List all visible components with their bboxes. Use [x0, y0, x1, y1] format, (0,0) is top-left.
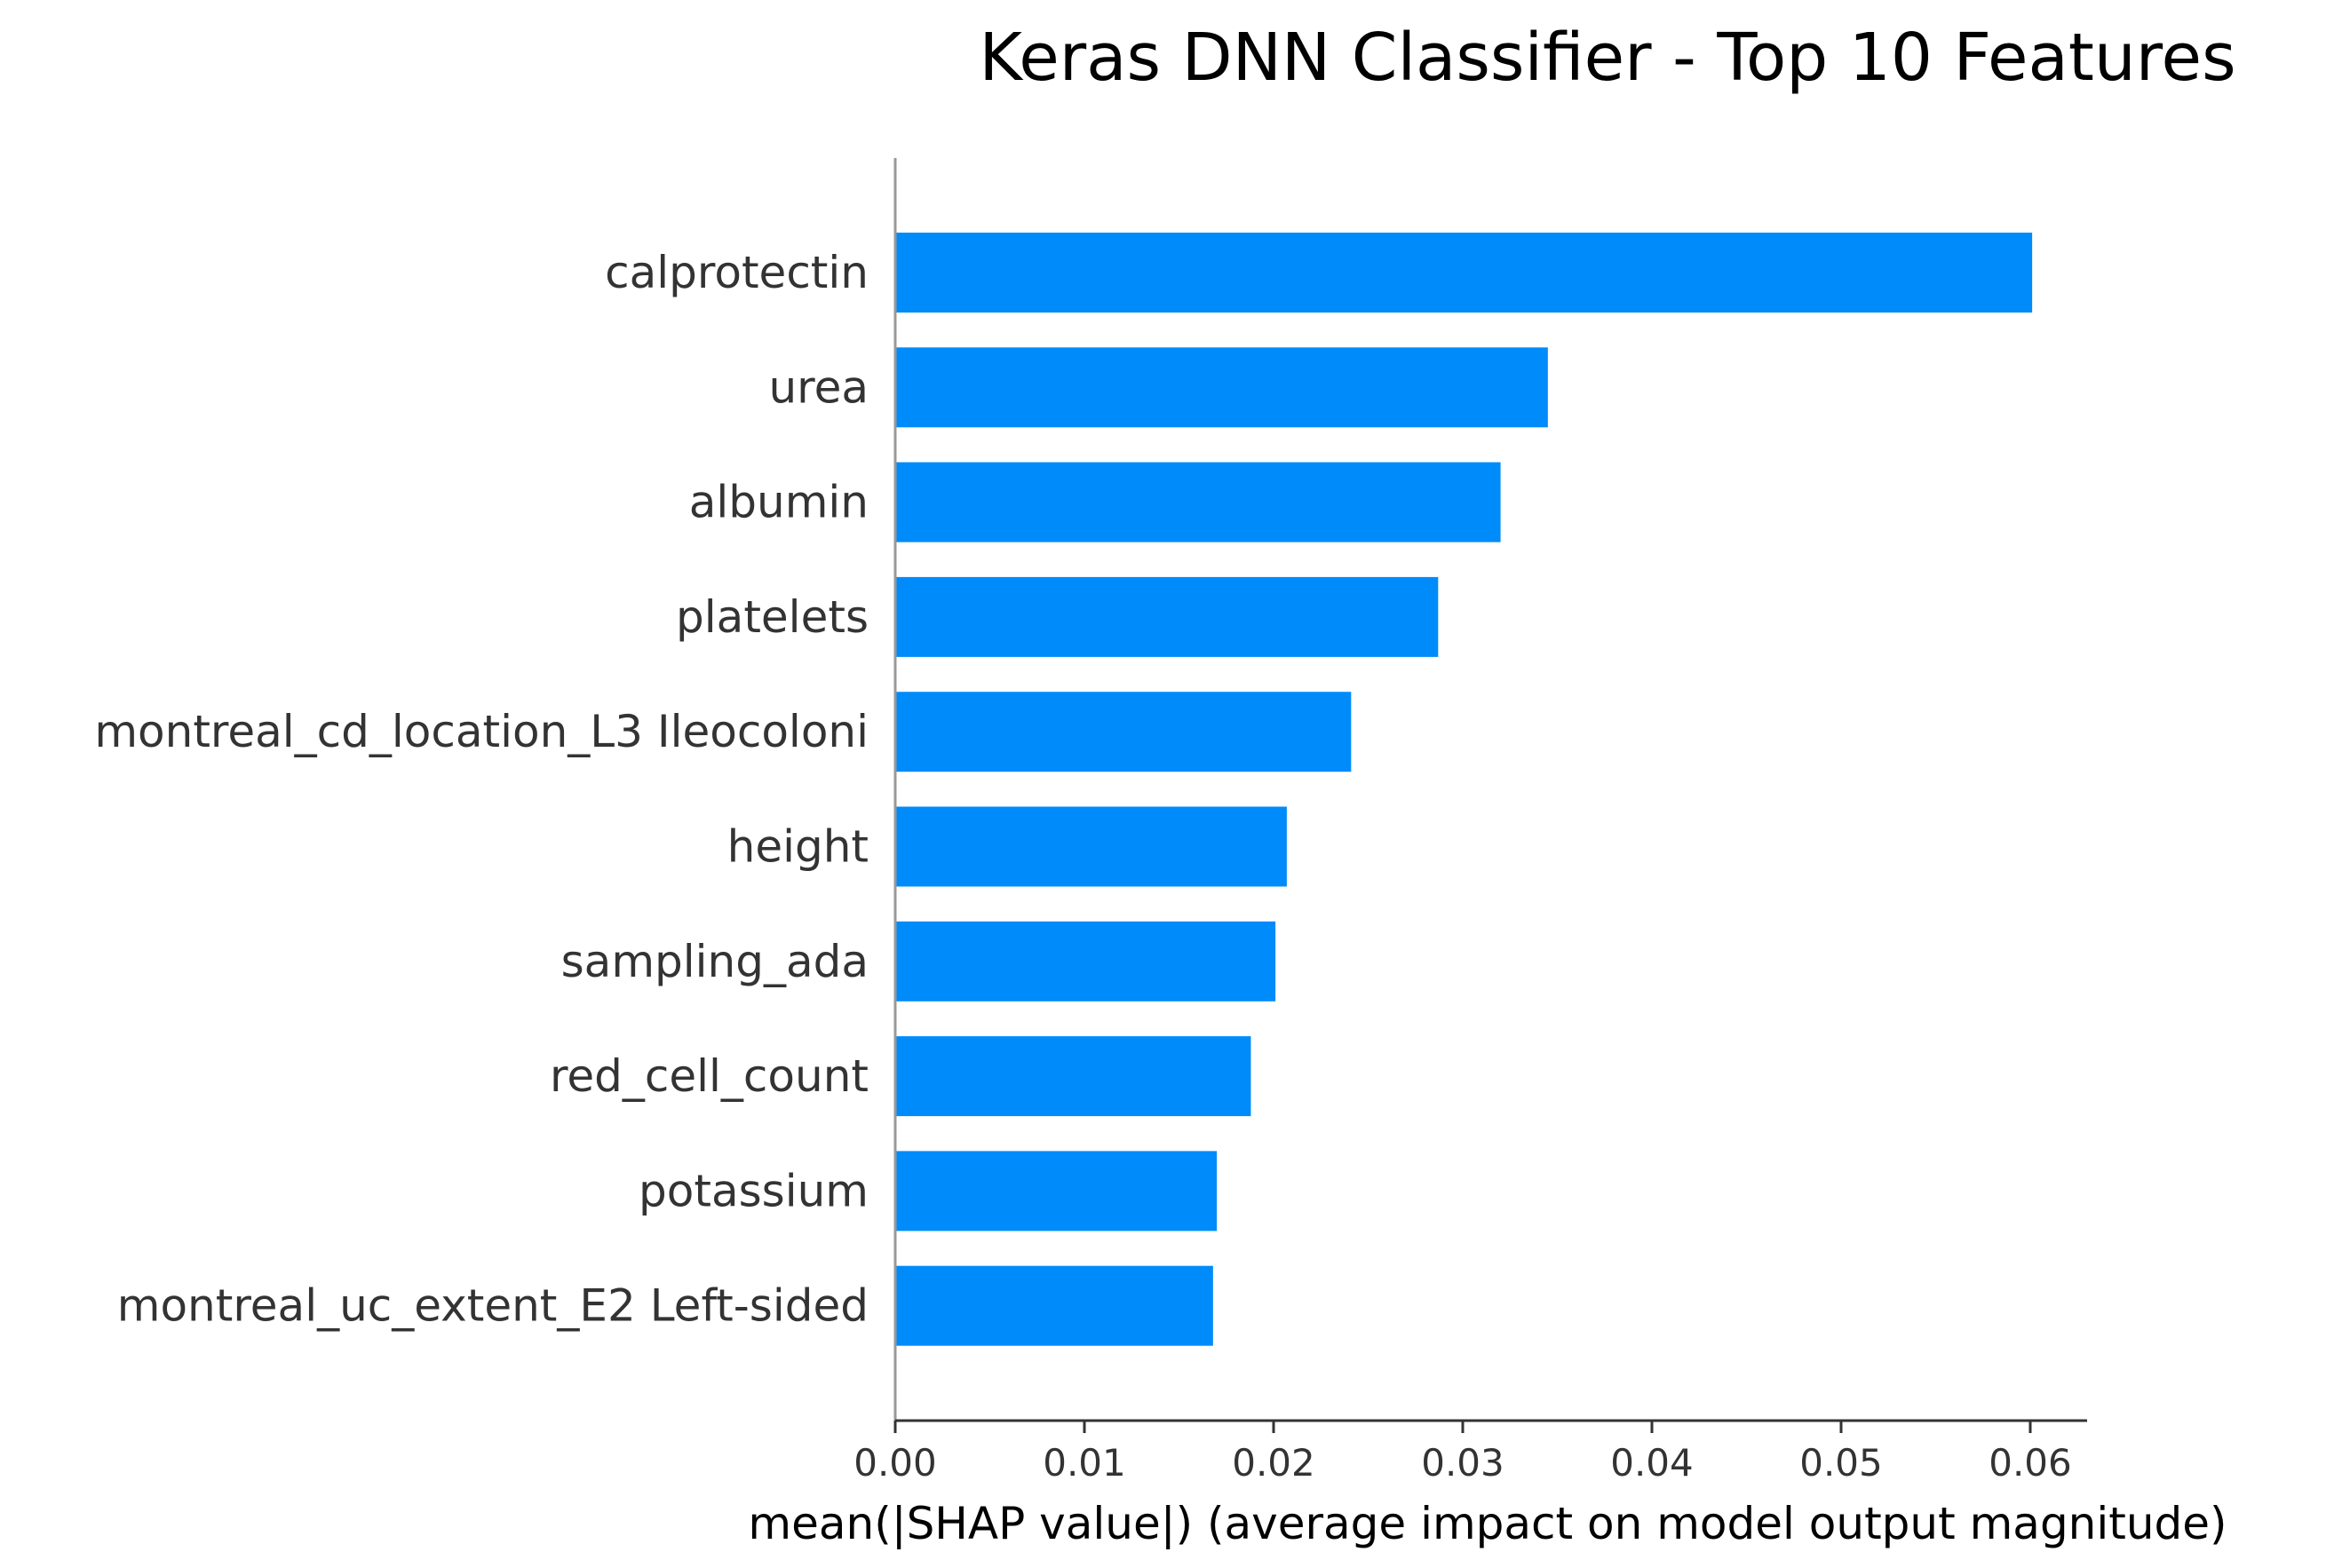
- feature-label: urea: [768, 361, 869, 413]
- bar-montreal-uc-extent-e2-left-sided: [895, 1265, 1213, 1346]
- x-tick-label: 0.05: [1799, 1441, 1883, 1485]
- feature-label: montreal_cd_location_L3 Ileocoloni: [94, 706, 869, 757]
- bar-potassium: [895, 1151, 1218, 1231]
- feature-label: platelets: [676, 591, 869, 643]
- bar-calprotectin: [895, 233, 2033, 313]
- x-tick-label: 0.02: [1232, 1441, 1315, 1485]
- bars-group: [895, 233, 2033, 1346]
- feature-label: potassium: [639, 1165, 869, 1216]
- feature-labels-group: calprotectin urea albumin platelets montreal…: [94, 247, 869, 1332]
- bar-platelets: [895, 576, 1439, 657]
- x-tick-label: 0.04: [1610, 1441, 1694, 1485]
- feature-label: sampling_ada: [561, 936, 869, 987]
- bar-montreal-cd-location-l3-ileocoloni: [895, 692, 1352, 772]
- chart-title: Keras DNN Classifier - Top 10 Features: [979, 20, 2235, 96]
- x-axis-title: mean(|SHAP value|) (average impact on mo…: [748, 1498, 2227, 1549]
- feature-label: albumin: [689, 477, 869, 528]
- x-tick-label: 0.00: [853, 1441, 937, 1485]
- bar-red-cell-count: [895, 1036, 1251, 1117]
- feature-label: height: [727, 821, 869, 873]
- bar-height: [895, 806, 1287, 887]
- feature-label: montreal_uc_extent_E2 Left-sided: [117, 1280, 869, 1332]
- x-tick-label: 0.06: [1989, 1441, 2072, 1485]
- feature-label: calprotectin: [605, 247, 869, 298]
- bar-urea: [895, 347, 1548, 428]
- x-tick-label: 0.03: [1421, 1441, 1504, 1485]
- feature-label: red_cell_count: [550, 1050, 869, 1102]
- x-tick-label: 0.01: [1043, 1441, 1126, 1485]
- x-ticks-group: 0.00 0.01 0.02 0.03 0.04 0.05 0.06: [853, 1421, 2072, 1485]
- bar-sampling-ada: [895, 921, 1276, 1002]
- bar-albumin: [895, 462, 1501, 542]
